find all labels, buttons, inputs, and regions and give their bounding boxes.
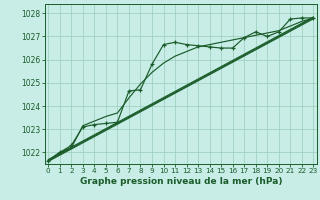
X-axis label: Graphe pression niveau de la mer (hPa): Graphe pression niveau de la mer (hPa) (80, 177, 282, 186)
